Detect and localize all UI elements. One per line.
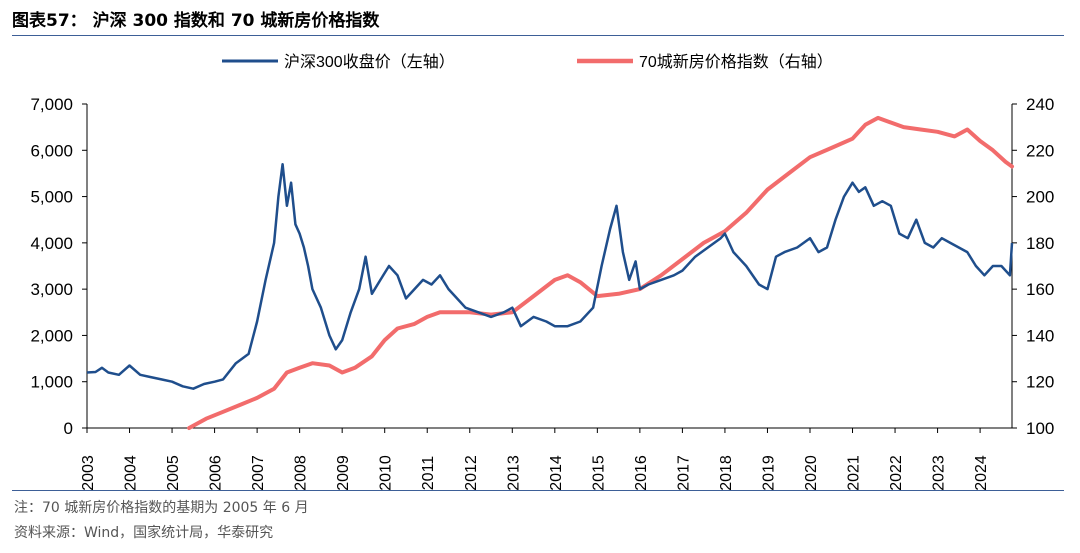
x-tick-label: 2017 (675, 455, 692, 490)
x-tick-label: 2007 (250, 455, 267, 490)
x-tick-label: 2003 (80, 455, 97, 490)
right-tick-label: 160 (1026, 280, 1054, 299)
x-tick-label: 2024 (973, 455, 990, 490)
right-tick-label: 200 (1026, 188, 1054, 207)
x-tick-label: 2012 (463, 455, 480, 490)
x-tick-label: 2020 (803, 455, 820, 490)
series-line-70city-price-index (187, 115, 1014, 430)
x-tick-label: 2014 (548, 455, 565, 490)
left-tick-label: 0 (64, 419, 73, 438)
x-tick-label: 2005 (165, 455, 182, 490)
x-tick-label: 2022 (888, 455, 905, 490)
x-tick-label: 2008 (293, 455, 310, 490)
left-tick-label: 7,000 (30, 95, 73, 114)
right-tick-label: 100 (1026, 419, 1054, 438)
footnote: 注：70 城新房价格指数的基期为 2005 年 6 月 (14, 500, 309, 516)
left-tick-label: 3,000 (30, 280, 73, 299)
source-note: 资料来源：Wind，国家统计局，华泰研究 (14, 525, 274, 541)
left-tick-label: 6,000 (30, 141, 73, 160)
left-tick-label: 5,000 (30, 188, 73, 207)
x-tick-label: 2019 (760, 455, 777, 490)
x-tick-label: 2009 (335, 455, 352, 490)
x-tick-label: 2018 (718, 455, 735, 490)
left-tick-label: 2,000 (30, 326, 73, 345)
right-tick-label: 140 (1026, 326, 1054, 345)
x-tick-label: 2021 (846, 455, 863, 490)
right-tick-label: 220 (1026, 141, 1054, 160)
left-tick-label: 1,000 (30, 373, 73, 392)
legend-label-csi300: 沪深300收盘价（左轴） (284, 52, 455, 71)
series-line-csi300 (86, 162, 1014, 390)
x-tick-label: 2011 (420, 456, 437, 490)
x-tick-label: 2013 (505, 455, 522, 490)
right-tick-label: 240 (1026, 95, 1054, 114)
chart: 0 1,000 2,000 3,000 4,000 5,000 6,000 7,000 100 1… (30, 52, 1054, 490)
title-underline (12, 35, 1064, 36)
x-tick-label: 2023 (931, 455, 948, 490)
x-tick-label: 2010 (378, 455, 395, 490)
right-tick-label: 120 (1026, 373, 1054, 392)
chart-title: 图表57： 沪深 300 指数和 70 城新房价格指数 (12, 11, 380, 31)
x-tick-label: 2015 (590, 455, 607, 490)
x-tick-label: 2004 (123, 455, 140, 490)
right-tick-label: 180 (1026, 234, 1054, 253)
left-tick-label: 4,000 (30, 234, 73, 253)
x-tick-label: 2016 (633, 455, 650, 490)
footer-rule (12, 490, 1064, 491)
legend-label-70city: 70城新房价格指数（右轴） (639, 53, 833, 71)
x-tick-label: 2006 (208, 455, 225, 490)
